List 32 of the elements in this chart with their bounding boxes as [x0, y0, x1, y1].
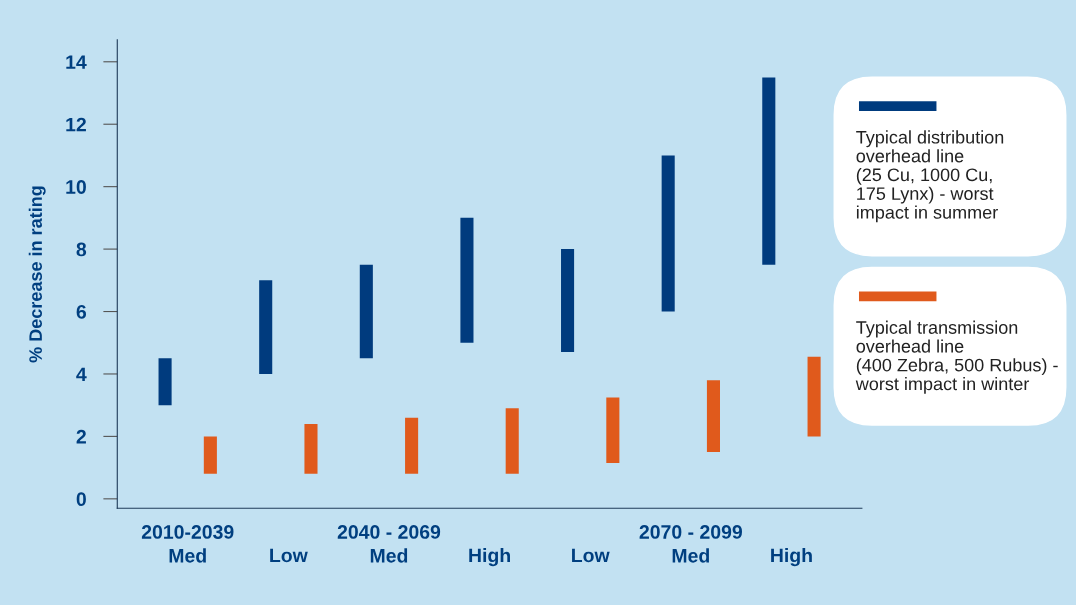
- bar: [460, 217, 474, 343]
- y-tick-label: 6: [76, 304, 87, 319]
- bar: [158, 358, 172, 406]
- x-tick-label: High: [469, 548, 510, 567]
- bar: [203, 436, 217, 474]
- x-tick-label: 2010-2039 Med: [141, 525, 234, 563]
- bar: [405, 417, 419, 474]
- x-tick-label: 2040 - 2069 Med: [337, 525, 441, 563]
- bar: [606, 397, 620, 463]
- y-tick-label: 0: [76, 492, 86, 507]
- y-tick-label: 12: [66, 117, 86, 132]
- legend-label: Typical transmission overhead line (400 Zebra, 500 Rubus) - worst impact in winter: [855, 320, 1058, 394]
- bar: [259, 280, 273, 374]
- x-tick-label: Low: [270, 548, 308, 563]
- legend-label: Typical distribution overhead line (25 Cu, 1000 Cu, 175 Lynx) - worst impact in summer: [856, 130, 1004, 223]
- bar: [304, 423, 318, 474]
- x-tick-label: Low: [572, 548, 610, 563]
- bar: [359, 264, 373, 359]
- bar: [661, 155, 675, 312]
- y-tick-label: 2: [76, 429, 86, 444]
- y-tick-label: 8: [76, 242, 87, 257]
- bar: [505, 408, 519, 474]
- x-tick-label: High: [771, 548, 812, 567]
- y-tick-label: 4: [76, 367, 87, 382]
- y-tick-label: 10: [66, 180, 86, 194]
- y-axis-title: % Decrease in rating: [28, 186, 46, 363]
- y-tick-label: 14: [66, 55, 87, 69]
- bar: [762, 77, 776, 265]
- bar: [561, 249, 575, 353]
- bar: [706, 380, 720, 453]
- x-tick-label: 2070 - 2099 Med: [639, 525, 742, 563]
- bar: [807, 356, 821, 437]
